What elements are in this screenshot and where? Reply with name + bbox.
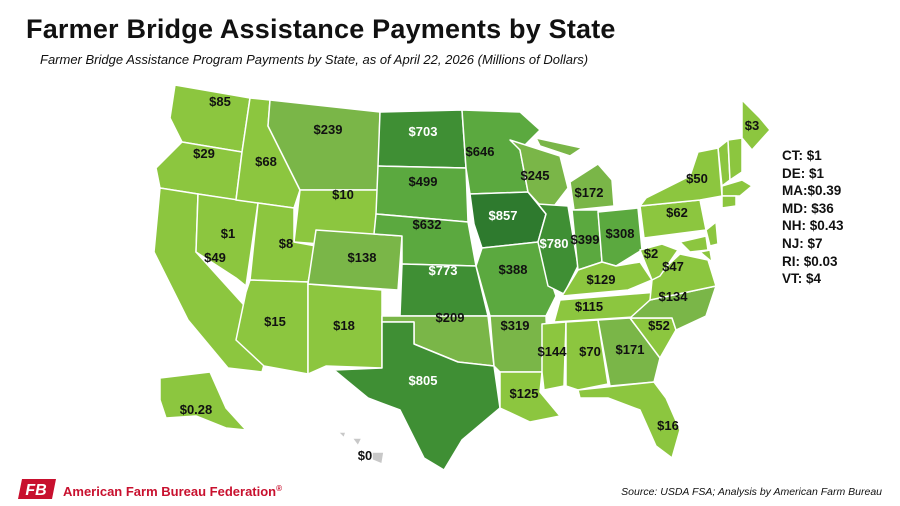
state-label-me: $3: [745, 118, 759, 133]
state-label-tn: $115: [575, 299, 603, 314]
state-ak[interactable]: [159, 371, 247, 431]
small-state-md: MD: $36: [782, 200, 834, 216]
state-label-pa: $62: [666, 205, 688, 220]
state-label-ne: $632: [413, 217, 442, 232]
small-state-nj: NJ: $7: [782, 235, 823, 251]
state-ny[interactable]: [639, 147, 723, 207]
state-ky[interactable]: [561, 261, 653, 297]
state-label-ny: $50: [686, 171, 708, 186]
state-label-ky: $129: [587, 272, 616, 287]
small-state-vt: VT: $4: [782, 271, 822, 287]
state-label-ms: $144: [538, 344, 568, 359]
state-label-in: $399: [571, 232, 600, 247]
org-name: American Farm Bureau Federation®: [63, 484, 283, 499]
state-label-fl: $16: [657, 418, 679, 433]
small-state-de: DE: $1: [782, 165, 825, 181]
state-oh[interactable]: [597, 207, 643, 267]
state-nm[interactable]: [307, 283, 383, 375]
state-label-wy: $10: [332, 187, 354, 202]
state-label-mt: $239: [314, 122, 343, 137]
state-wv[interactable]: [639, 243, 679, 281]
small-state-shape: [727, 137, 743, 182]
state-mi[interactable]: [535, 137, 615, 211]
small-state-nh: NH: $0.43: [782, 218, 844, 234]
state-label-nv: $1: [221, 226, 235, 241]
state-label-tx: $805: [409, 373, 438, 388]
state-al[interactable]: [565, 319, 609, 391]
state-label-wa: $85: [209, 94, 231, 109]
state-me[interactable]: [741, 99, 771, 151]
state-label-wv: $2: [644, 246, 658, 261]
state-label-nm: $18: [333, 318, 355, 333]
state-label-ga: $171: [616, 342, 645, 357]
small-state-ri: RI: $0.03: [782, 253, 838, 269]
state-label-ut: $8: [279, 236, 293, 251]
state-label-ks: $773: [429, 263, 458, 278]
state-label-ak: $0.28: [180, 402, 213, 417]
state-label-id: $68: [255, 154, 277, 169]
state-hi[interactable]: [337, 431, 385, 465]
state-label-or: $29: [193, 146, 215, 161]
state-ms[interactable]: [541, 321, 567, 391]
state-label-ca: $49: [204, 250, 226, 265]
state-label-al: $70: [579, 344, 601, 359]
state-label-az: $15: [264, 314, 286, 329]
fb-logo-icon: FB: [18, 479, 56, 499]
page-title: Farmer Bridge Assistance Payments by Sta…: [26, 14, 616, 44]
state-label-oh: $308: [606, 226, 635, 241]
state-label-ar: $319: [501, 318, 530, 333]
source-note: Source: USDA FSA; Analysis by American F…: [621, 486, 882, 498]
state-label-la: $125: [510, 386, 539, 401]
state-label-wi: $245: [521, 168, 550, 183]
small-state-list: CT: $1 DE: $1 MA:$0.39 MD: $36 NH: $0.43…: [782, 147, 844, 288]
small-state-shape: [678, 235, 709, 253]
small-state-shape: [705, 220, 719, 247]
state-label-mi: $172: [575, 185, 604, 200]
state-va[interactable]: [649, 253, 717, 301]
svg-text:FB: FB: [25, 482, 46, 499]
state-ga[interactable]: [597, 317, 661, 387]
state-label-ia: $857: [489, 208, 518, 223]
page-subtitle: Farmer Bridge Assistance Program Payment…: [40, 52, 589, 67]
state-label-mn: $646: [466, 144, 495, 159]
state-label-va: $47: [662, 259, 684, 274]
state-nd[interactable]: [377, 109, 467, 169]
state-label-il: $780: [540, 236, 569, 251]
state-fl[interactable]: [577, 381, 681, 459]
small-state-ma: MA:$0.39: [782, 183, 842, 199]
state-label-co: $138: [348, 250, 377, 265]
state-tx[interactable]: [333, 321, 501, 471]
small-state-ct: CT: $1: [782, 148, 822, 163]
state-label-hi: $0: [358, 448, 372, 463]
state-label-nd: $703: [409, 124, 438, 139]
state-label-nc: $134: [659, 289, 689, 304]
state-label-ok: $209: [436, 310, 465, 325]
small-state-shape: [721, 195, 737, 209]
state-label-sd: $499: [409, 174, 438, 189]
state-label-mo: $388: [499, 262, 528, 277]
state-il[interactable]: [537, 203, 579, 295]
state-label-sc: $52: [648, 318, 670, 333]
